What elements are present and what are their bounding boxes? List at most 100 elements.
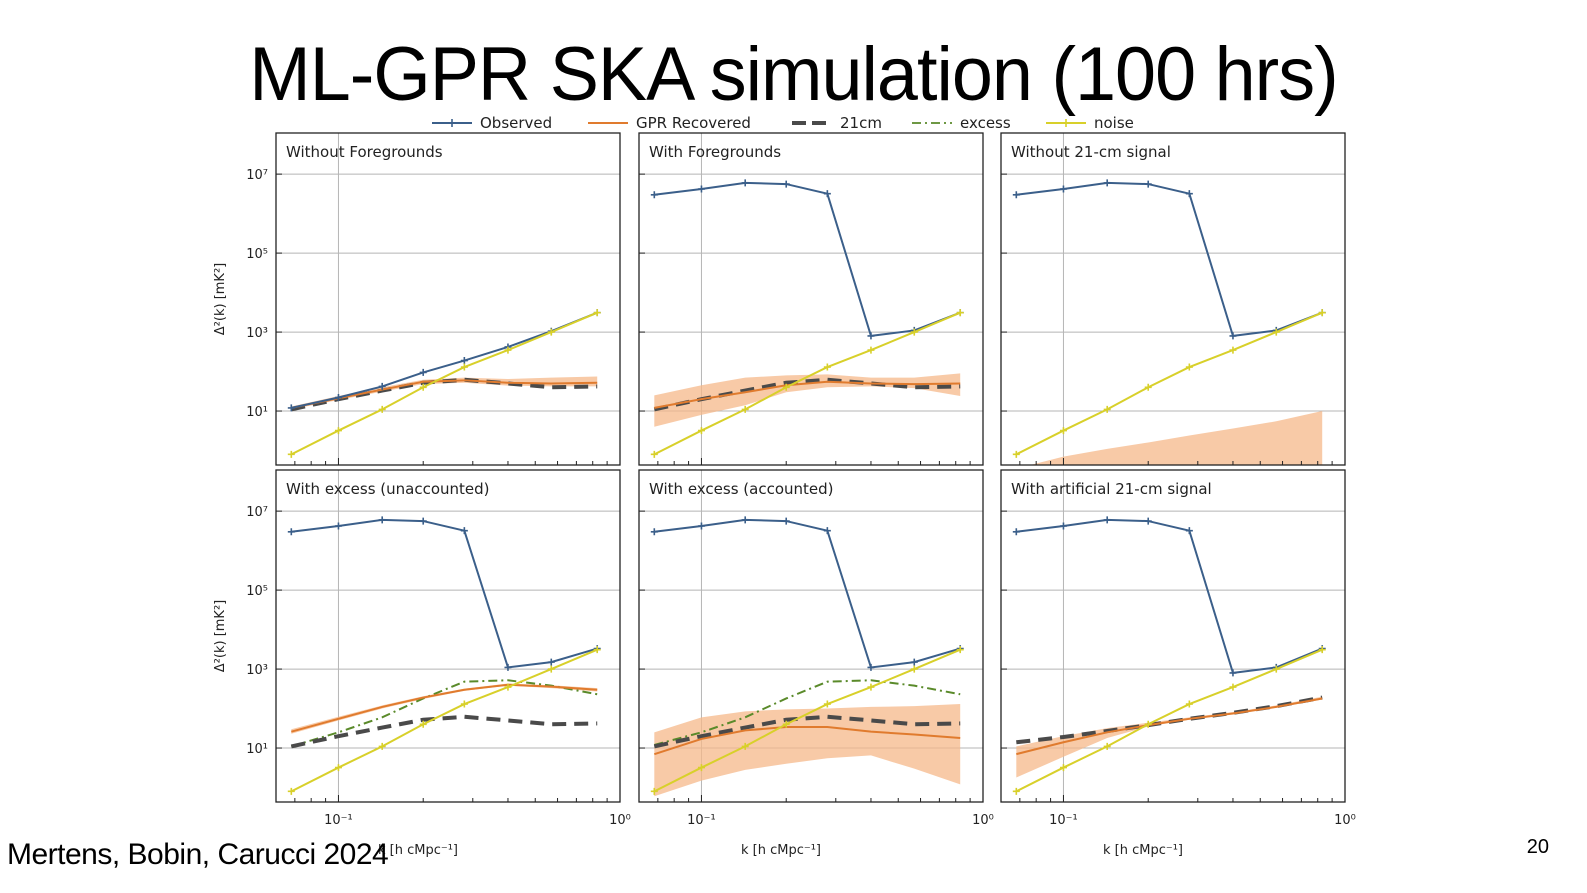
x-tick-label: 10⁰ [1334,813,1356,828]
noise-marker [1185,700,1193,708]
noise-marker [593,646,601,654]
panel-title: With artificial 21-cm signal [1011,480,1212,498]
panel-grid: Without Foregrounds 10¹ 10³ 10⁵ 10⁷ Δ²(k) [mK… [213,132,1356,858]
cm21-line [290,714,598,749]
y-tick-label: 10³ [246,326,268,341]
noise-marker [1229,346,1237,354]
noise-marker [956,309,964,317]
observed-marker [334,394,342,402]
panel: With excess (accounted) 10⁻¹ 10⁰ k [h cMpc⁻… [638,469,994,858]
noise-marker [378,405,386,413]
noise-marker [378,742,386,750]
noise-marker [547,328,555,336]
legend-label: 21cm [840,114,882,132]
panel: With artificial 21-cm signal 10⁻¹ 10⁰ k [h … [1000,469,1356,858]
noise-marker [334,764,342,772]
observed-marker [504,663,512,671]
panel-frame [638,132,984,466]
observed-marker [1059,185,1067,193]
panel: Without Foregrounds 10¹ 10³ 10⁵ 10⁷ Δ²(k) [mK… [213,132,621,466]
noise-marker [1059,427,1067,435]
y-tick-label: 10¹ [246,405,268,420]
legend-entry-noise: noise [1046,114,1134,132]
plot-area [276,470,620,802]
observed-line [654,518,961,669]
legend-label: GPR Recovered [636,114,751,132]
legend-entry-observed: Observed [432,114,552,132]
panel: With excess (unaccounted) 10¹ 10³ 10⁵ 10⁷ Δ²(… [213,469,631,858]
legend: Observed GPR Recovered 21cm excess noise [432,114,1134,132]
noise-line [1015,648,1323,793]
noise-marker [1103,742,1111,750]
panel-title: With excess (unaccounted) [286,480,490,498]
noise-line [653,311,961,456]
noise-marker [650,787,658,795]
observed-marker [419,368,427,376]
observed-marker [1229,669,1237,677]
observed-marker [460,357,468,365]
noise-marker [782,720,790,728]
observed-line [654,181,961,337]
observed-marker [1012,528,1020,536]
x-axis-label: k [h cMpc⁻¹] [1103,843,1183,858]
observed-marker [287,404,295,412]
panel: Without 21-cm signal [1000,132,1346,466]
observed-marker [823,190,831,198]
observed-marker [1103,179,1111,187]
y-axis-label: Δ²(k) [mK²] [213,263,228,335]
noise-marker [1012,450,1020,458]
legend-entry-gpr: GPR Recovered [588,114,751,132]
panel-frame [1000,469,1346,803]
y-tick-label: 10⁵ [246,584,268,599]
plot-area [1001,133,1345,465]
noise-marker [741,405,749,413]
observed-marker [910,658,918,666]
observed-line [291,311,598,409]
noise-marker [547,665,555,673]
noise-marker [1144,383,1152,391]
panel-frame [638,469,984,803]
noise-marker [823,363,831,371]
noise-marker [1059,764,1067,772]
noise-line [1015,311,1323,456]
panel-title: Without 21-cm signal [1011,143,1171,161]
panel: With Foregrounds [638,132,984,466]
observed-marker [823,527,831,535]
y-tick-label: 10⁵ [246,247,268,262]
noise-marker [697,427,705,435]
noise-marker [823,700,831,708]
x-tick-label: 10⁻¹ [687,813,716,828]
plot-area [276,133,620,465]
noise-marker [460,700,468,708]
slide-title: ML-GPR SKA simulation (100 hrs) [249,32,1338,117]
noise-marker [741,742,749,750]
observed-marker [782,517,790,525]
observed-marker [1012,191,1020,199]
observed-marker [741,179,749,187]
noise-marker [910,665,918,673]
observed-marker [378,382,386,390]
cm21-line [653,714,961,749]
gpr-recovered-line [653,726,961,756]
gpr-uncertainty-band [291,683,598,734]
gpr-uncertainty-band [1030,411,1323,465]
noise-marker [956,646,964,654]
noise-line [653,648,961,793]
noise-marker [1318,309,1326,317]
cm21-line [1016,695,1323,745]
noise-marker [419,383,427,391]
gpr-recovered-line [654,380,961,409]
noise-marker [419,720,427,728]
observed-marker [1103,516,1111,524]
observed-marker [419,517,427,525]
noise-marker [697,764,705,772]
observed-marker [334,522,342,530]
noise-marker [1012,787,1020,795]
observed-line [1016,518,1323,674]
noise-marker [1103,405,1111,413]
noise-marker [910,328,918,336]
observed-marker [782,180,790,188]
observed-marker [1185,527,1193,535]
x-tick-label: 10⁰ [609,813,631,828]
x-axis-label: k [h cMpc⁻¹] [741,843,821,858]
